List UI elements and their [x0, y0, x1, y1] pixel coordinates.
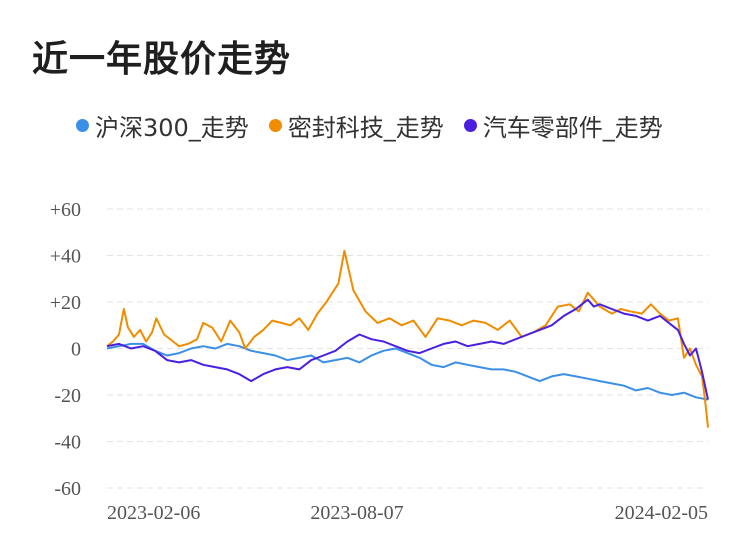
- y-tick-label: 0: [71, 339, 81, 361]
- series-line-1: [106, 249, 709, 428]
- legend-label: 密封科技_走势: [287, 114, 444, 142]
- legend-dot-icon: [76, 119, 89, 132]
- legend-label: 沪深300_走势: [95, 114, 249, 142]
- y-tick-label: -20: [54, 385, 81, 407]
- y-tick-label: +60: [50, 199, 81, 221]
- y-tick-label: +40: [50, 246, 81, 268]
- legend-dot-icon: [268, 119, 282, 132]
- chart-legend: 沪深300_走势 密封科技_走势 汽车零部件_走势: [76, 108, 683, 143]
- y-tick-label: -40: [54, 432, 81, 454]
- legend-item-mifeng[interactable]: 密封科技_走势: [268, 108, 444, 143]
- chart-title: 近一年股价走势: [32, 39, 292, 80]
- y-tick-label: -60: [54, 478, 81, 500]
- legend-dot-icon: [463, 119, 477, 132]
- legend-label: 汽车零部件_走势: [482, 114, 663, 142]
- series-line-2: [106, 298, 709, 400]
- x-tick-label: 2023-02-06: [107, 502, 200, 524]
- y-tick-label: +20: [50, 292, 81, 314]
- x-tick-label: 2024-02-05: [615, 502, 708, 524]
- legend-item-qiche[interactable]: 汽车零部件_走势: [463, 108, 663, 143]
- series-line-0: [106, 342, 709, 401]
- x-tick-label: 2023-08-07: [310, 502, 403, 524]
- legend-item-hs300[interactable]: 沪深300_走势: [76, 108, 249, 143]
